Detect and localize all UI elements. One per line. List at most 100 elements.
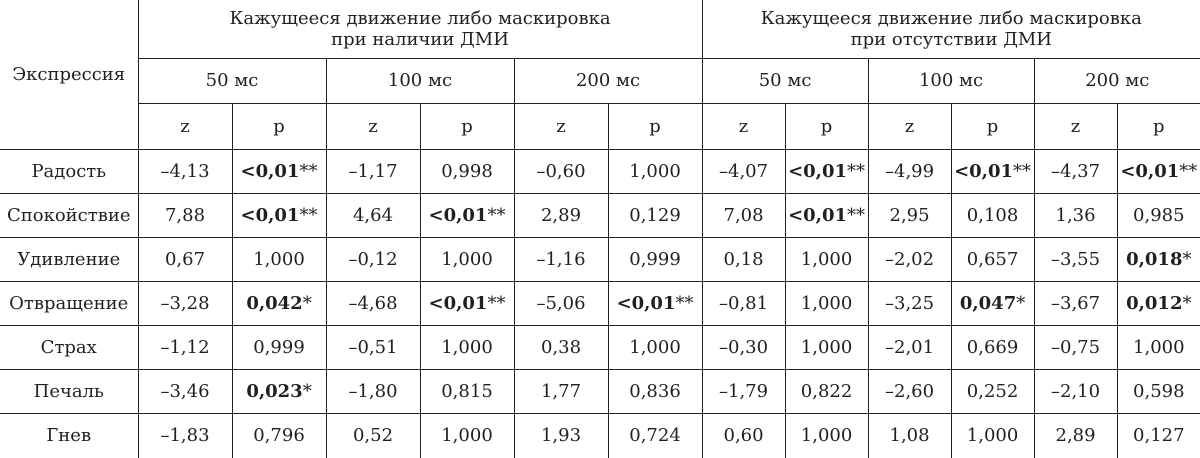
p-value-cell: <0,01** xyxy=(950,148,1035,194)
p-value-cell: 0,252 xyxy=(950,368,1035,414)
p-value-cell: 1,000 xyxy=(607,324,703,370)
duration-header: 200 мс xyxy=(513,57,703,104)
significance-stars: ** xyxy=(1013,160,1031,182)
p-value: 1,000 xyxy=(1133,336,1185,358)
duration-header: 200 мс xyxy=(1033,57,1200,104)
z-value: –4,99 xyxy=(867,148,952,194)
p-value-cell: 0,998 xyxy=(419,148,515,194)
p-value: 0,985 xyxy=(1133,204,1185,226)
p-value-cell: 1,000 xyxy=(784,412,869,458)
significance-stars: * xyxy=(1182,248,1192,270)
z-value: 2,95 xyxy=(867,192,952,238)
z-value: –4,13 xyxy=(137,148,233,194)
p-value-cell: <0,01** xyxy=(419,192,515,238)
p-value: 1,000 xyxy=(629,160,681,182)
z-value: –1,12 xyxy=(137,324,233,370)
p-value-cell: <0,01** xyxy=(231,192,327,238)
p-value: <0,01 xyxy=(240,160,300,182)
z-value: 0,52 xyxy=(325,412,421,458)
p-value: 0,999 xyxy=(253,336,305,358)
z-column-header: z xyxy=(701,102,786,150)
table-row: Гнев –1,83 0,796 0,52 1,000 1,93 0,724 0,60 1,00… xyxy=(0,412,1200,458)
p-value: 0,822 xyxy=(800,380,853,402)
row-header-expression: Экспрессия xyxy=(0,0,139,150)
p-value-cell: 1,000 xyxy=(784,324,869,370)
p-value: 1,000 xyxy=(629,336,681,358)
p-value: 0,598 xyxy=(1133,380,1185,402)
significance-stars: * xyxy=(1182,292,1192,314)
p-value-cell: 1,000 xyxy=(784,280,869,326)
p-value-cell: 0,999 xyxy=(231,324,327,370)
z-value: –0,51 xyxy=(325,324,421,370)
p-value: 0,129 xyxy=(629,204,681,226)
expression-name: Отвращение xyxy=(0,280,139,326)
expression-name: Печаль xyxy=(0,368,139,414)
p-value: 0,047 xyxy=(959,292,1017,314)
p-value-cell: 0,108 xyxy=(950,192,1035,238)
p-value: 0,815 xyxy=(441,380,493,402)
p-value: <0,01 xyxy=(616,292,676,314)
table-row: Печаль –3,46 0,023* –1,80 0,815 1,77 0,836 –1,7… xyxy=(0,368,1200,414)
p-value: <0,01 xyxy=(954,160,1013,182)
z-value: –3,28 xyxy=(137,280,233,326)
p-value: 1,000 xyxy=(441,248,493,270)
p-column-header: p xyxy=(607,102,703,150)
significance-stars: ** xyxy=(675,292,694,314)
p-value: 1,000 xyxy=(800,292,853,314)
group-header-without-dmi: Кажущееся движение либо маскировка при от… xyxy=(701,0,1200,59)
p-value: 0,023 xyxy=(246,380,303,402)
significance-stars: ** xyxy=(847,160,865,182)
p-column-header: p xyxy=(784,102,869,150)
z-value: –3,55 xyxy=(1033,236,1118,282)
z-value: –1,83 xyxy=(137,412,233,458)
significance-stars: ** xyxy=(487,292,506,314)
z-value: 1,08 xyxy=(867,412,952,458)
p-value-cell: 0,836 xyxy=(607,368,703,414)
z-value: –2,10 xyxy=(1033,368,1118,414)
p-value: 0,724 xyxy=(629,425,681,447)
z-value: –1,79 xyxy=(701,368,786,414)
p-value-cell: <0,01** xyxy=(784,148,869,194)
p-value-cell: 0,724 xyxy=(607,412,703,458)
p-value-cell: 0,012* xyxy=(1116,280,1200,326)
p-value-cell: 1,000 xyxy=(231,236,327,282)
p-value-cell: 1,000 xyxy=(784,236,869,282)
p-value: 0,018 xyxy=(1126,248,1183,270)
p-value: <0,01 xyxy=(788,204,847,226)
z-value: 2,89 xyxy=(1033,412,1118,458)
z-value: –0,12 xyxy=(325,236,421,282)
p-value-cell: <0,01** xyxy=(607,280,703,326)
p-value-cell: 0,985 xyxy=(1116,192,1200,238)
z-value: 2,89 xyxy=(513,192,609,238)
p-value-cell: 0,999 xyxy=(607,236,703,282)
p-value-cell: 0,047* xyxy=(950,280,1035,326)
duration-header: 100 мс xyxy=(325,57,515,104)
z-value: –4,68 xyxy=(325,280,421,326)
p-value: 0,042 xyxy=(246,292,303,314)
p-value: 0,252 xyxy=(966,380,1019,402)
z-value: 0,18 xyxy=(701,236,786,282)
z-value: –3,25 xyxy=(867,280,952,326)
p-value: 1,000 xyxy=(800,248,853,270)
p-value-cell: 0,815 xyxy=(419,368,515,414)
p-value-cell: 1,000 xyxy=(419,412,515,458)
z-value: –0,60 xyxy=(513,148,609,194)
significance-stars: ** xyxy=(299,204,318,226)
z-value: –4,07 xyxy=(701,148,786,194)
z-value: –2,01 xyxy=(867,324,952,370)
significance-stars: * xyxy=(302,380,312,402)
p-value: 1,000 xyxy=(800,336,853,358)
p-value-cell: 0,822 xyxy=(784,368,869,414)
z-value: 7,08 xyxy=(701,192,786,238)
p-value-cell: 0,042* xyxy=(231,280,327,326)
z-value: 1,93 xyxy=(513,412,609,458)
z-value: 4,64 xyxy=(325,192,421,238)
p-value-cell: 0,023* xyxy=(231,368,327,414)
p-column-header: p xyxy=(950,102,1035,150)
z-value: –4,37 xyxy=(1033,148,1118,194)
table-row: Страх –1,12 0,999 –0,51 1,000 0,38 1,000 –0,30 1… xyxy=(0,324,1200,370)
z-value: –2,60 xyxy=(867,368,952,414)
p-value: 1,000 xyxy=(441,336,493,358)
significance-stars: ** xyxy=(299,160,318,182)
p-value: 0,108 xyxy=(966,204,1019,226)
